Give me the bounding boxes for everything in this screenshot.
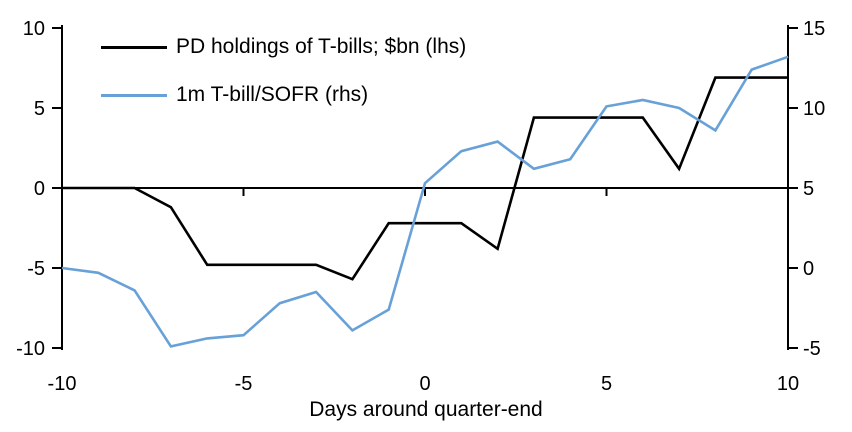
x-tick-label: 0 — [419, 373, 430, 395]
left-tick-label: -5 — [27, 258, 45, 280]
left-tick-label: -10 — [16, 338, 45, 360]
left-tick-label: 5 — [34, 98, 45, 120]
x-tick-label: -10 — [48, 373, 77, 395]
x-tick-label: -5 — [235, 373, 253, 395]
left-tick-label: 10 — [23, 18, 45, 40]
legend: PD holdings of T-bills; $bn (lhs) 1m T-b… — [101, 33, 466, 109]
left-tick-label: 0 — [34, 178, 45, 200]
legend-item-pd-holdings: PD holdings of T-bills; $bn (lhs) — [101, 33, 466, 61]
x-tick-label: 10 — [777, 373, 799, 395]
legend-line-swatch-black — [101, 45, 167, 49]
right-tick-label: 5 — [803, 178, 814, 200]
legend-label-tbill-sofr: 1m T-bill/SOFR (rhs) — [176, 83, 369, 106]
right-tick-label: 10 — [803, 98, 825, 120]
legend-label-pd-holdings: PD holdings of T-bills; $bn (lhs) — [176, 35, 467, 58]
x-axis-title: Days around quarter-end — [309, 398, 543, 421]
series-line-1m-tbill-sofr — [61, 55, 789, 348]
series-line-pd-holdings — [62, 76, 788, 281]
right-tick-label: 0 — [803, 258, 814, 280]
right-tick-label: -5 — [803, 338, 821, 360]
legend-line-swatch-blue — [101, 93, 167, 97]
legend-item-tbill-sofr: 1m T-bill/SOFR (rhs) — [101, 81, 466, 109]
x-tick-label: 5 — [601, 373, 612, 395]
right-tick-label: 15 — [803, 18, 825, 40]
